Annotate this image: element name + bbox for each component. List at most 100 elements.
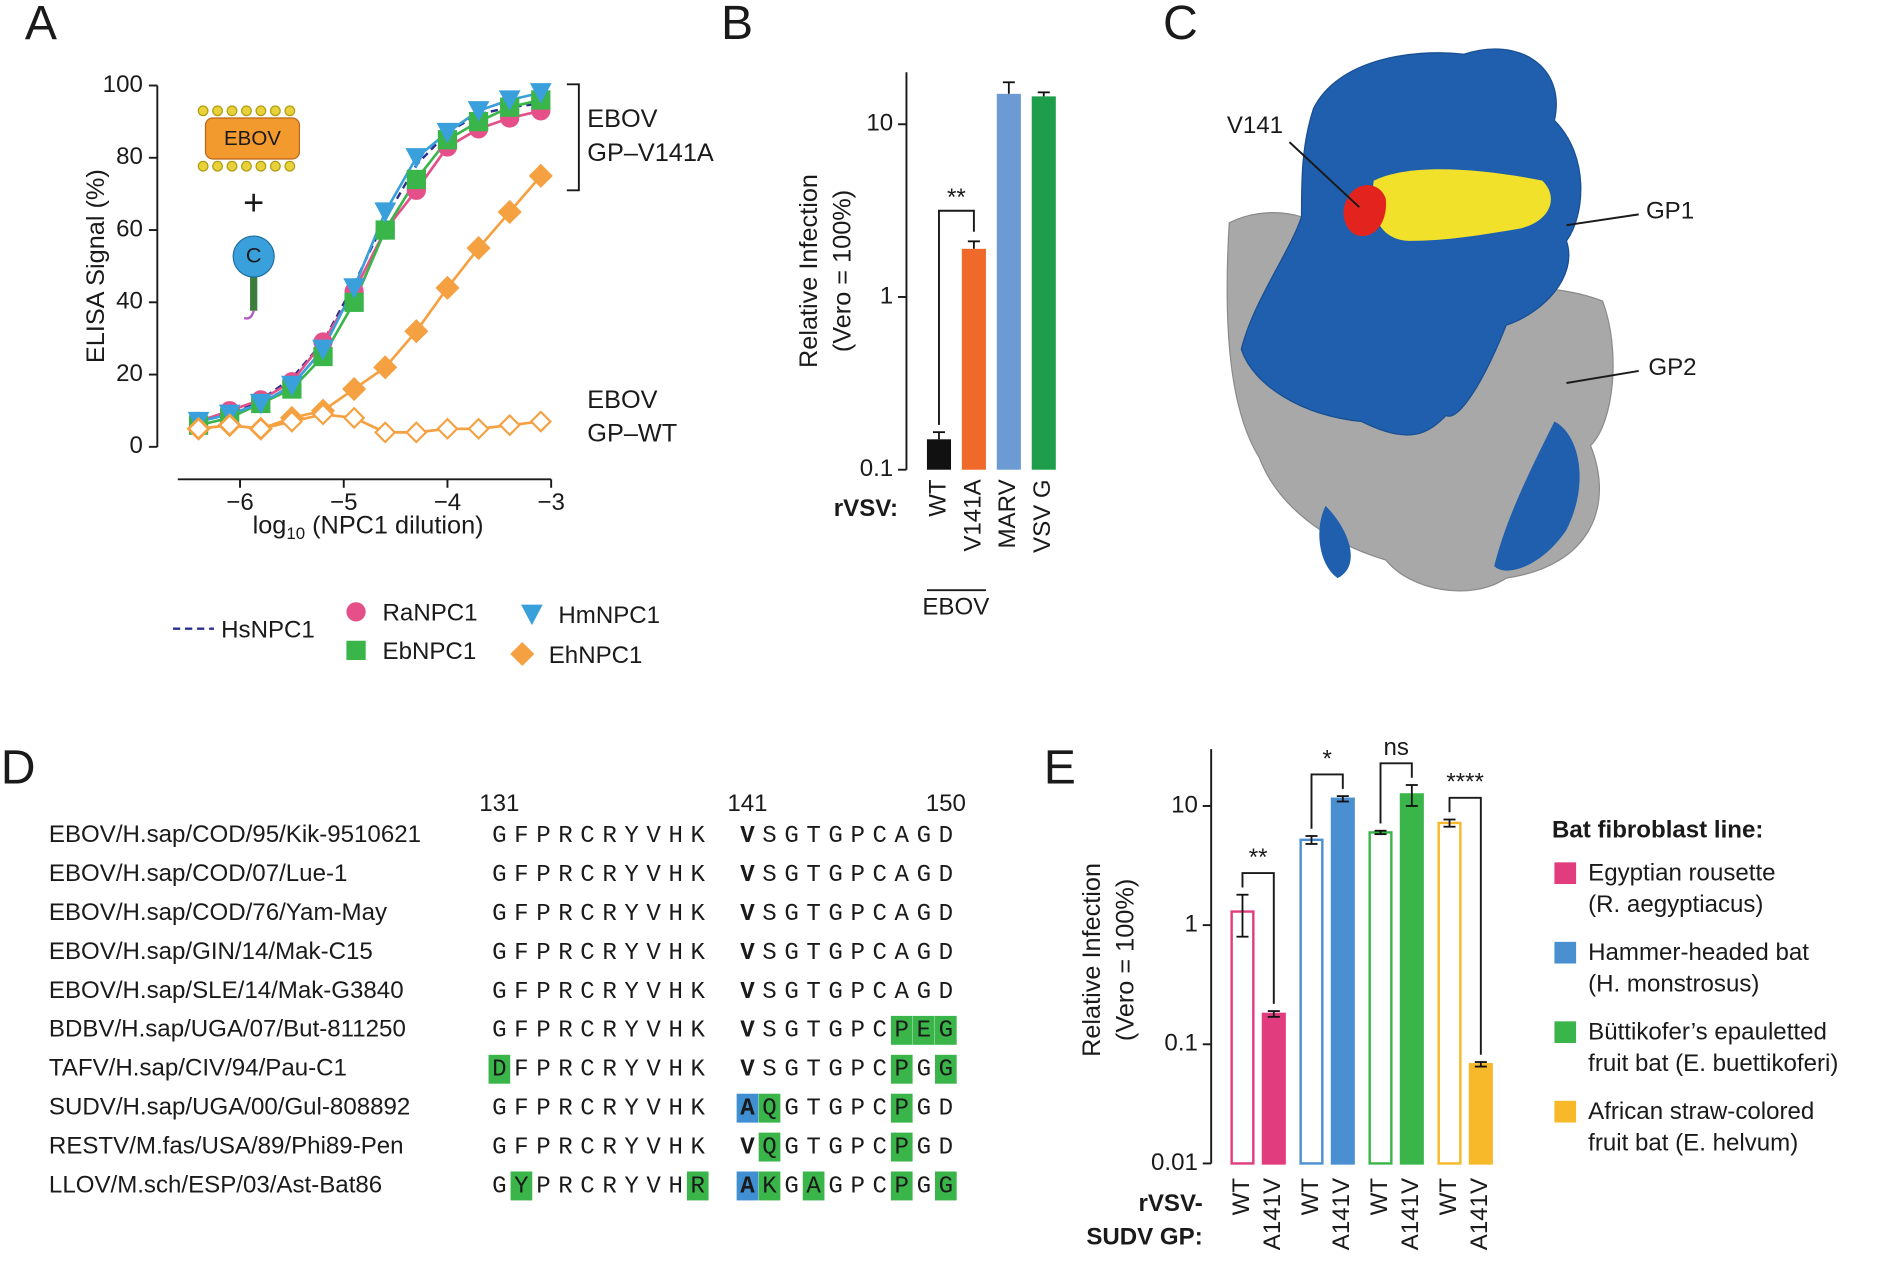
bar — [926, 439, 952, 470]
residue: G — [784, 1096, 798, 1123]
residue: S — [762, 901, 776, 928]
residue: A — [895, 901, 910, 928]
residue: G — [828, 862, 842, 889]
residue: A — [895, 940, 910, 967]
residue: G — [492, 1018, 506, 1045]
residue: P — [536, 862, 550, 889]
point — [405, 148, 428, 169]
residue: E — [917, 1018, 931, 1045]
structure-label: GP1 — [1646, 197, 1694, 224]
residue: F — [514, 901, 528, 928]
residue: G — [917, 1057, 931, 1084]
y-tick-label: 40 — [116, 288, 143, 315]
point — [529, 83, 552, 104]
legend-swatch — [346, 640, 366, 661]
residue: P — [536, 1173, 550, 1200]
point — [466, 236, 491, 261]
residue: F — [514, 1134, 528, 1161]
sequence-name: EBOV/H.sap/GIN/14/Mak-C15 — [49, 938, 373, 965]
residue: G — [492, 823, 506, 850]
residue: R — [602, 979, 616, 1006]
bar — [996, 93, 1021, 470]
residue: Y — [624, 1134, 639, 1161]
x-label-text: (NPC1 dilution) — [305, 511, 483, 539]
residue: H — [668, 901, 682, 928]
residue: A — [740, 1173, 755, 1200]
structure-label: V141 — [1227, 112, 1283, 139]
residue: G — [492, 940, 506, 967]
legend-label: Egyptian rousette — [1588, 860, 1775, 887]
point — [529, 410, 552, 433]
residue: C — [580, 1057, 594, 1084]
bar — [1299, 838, 1324, 1165]
residue: C — [580, 1096, 594, 1123]
residue: F — [514, 823, 528, 850]
residue: G — [828, 1134, 842, 1161]
panel-label: D — [1, 741, 36, 795]
residue: V — [646, 1134, 661, 1161]
residue: Y — [624, 1173, 639, 1200]
point — [342, 376, 367, 402]
residue: T — [806, 862, 820, 889]
residue: P — [895, 1173, 909, 1200]
residue-highlight — [802, 1171, 825, 1201]
residue-highlight — [890, 1093, 913, 1123]
residue: P — [850, 862, 864, 889]
point — [528, 163, 553, 188]
y-tick-label: 1 — [880, 282, 893, 309]
residue: G — [828, 823, 842, 850]
residue: P — [536, 979, 550, 1006]
inset-label: + — [243, 181, 264, 222]
annotation: GP–WT — [587, 419, 677, 447]
x-axis-label: rVSV: — [834, 495, 898, 522]
residue: V — [646, 940, 661, 967]
residue: C — [872, 979, 886, 1006]
bar — [1031, 96, 1056, 470]
legend-label: fruit bat (E. buettikoferi) — [1588, 1050, 1838, 1077]
residue: R — [602, 1134, 616, 1161]
point — [467, 417, 490, 440]
residue-highlight — [890, 1171, 913, 1201]
sequence-name: TAFV/H.sap/CIV/94/Pau-C1 — [49, 1055, 347, 1082]
significance-bracket — [1448, 796, 1482, 1055]
residue: D — [939, 901, 953, 928]
point — [344, 292, 364, 312]
position-label: 131 — [479, 790, 519, 817]
residue: H — [668, 1057, 682, 1084]
residue: F — [514, 862, 528, 889]
point — [342, 406, 366, 430]
residue: V — [740, 823, 755, 850]
residue: K — [691, 1134, 706, 1161]
residue: S — [762, 1018, 776, 1045]
residue: G — [917, 1096, 931, 1123]
legend-label: RaNPC1 — [383, 600, 478, 627]
residue: C — [580, 979, 594, 1006]
residue: G — [917, 862, 931, 889]
y-axis-label: (Vero = 100%) — [829, 190, 857, 352]
residue: V — [740, 1018, 755, 1045]
residue: G — [828, 1173, 842, 1200]
residue: P — [536, 1018, 550, 1045]
residue-highlight — [935, 1015, 957, 1045]
x-tick-label: VSV G — [1029, 479, 1056, 553]
residue: R — [558, 1173, 572, 1200]
residue: D — [939, 1134, 953, 1161]
residue: C — [872, 940, 886, 967]
x-tick-label: A141V — [1466, 1178, 1493, 1250]
residue: V — [646, 1018, 661, 1045]
residue: P — [850, 1018, 864, 1045]
residue: R — [558, 940, 572, 967]
residue: T — [806, 1018, 820, 1045]
residue: S — [762, 979, 776, 1006]
residue: P — [536, 1134, 550, 1161]
x-tick-label: WT — [1228, 1178, 1255, 1216]
residue: G — [492, 901, 506, 928]
y-tick-label: 0.01 — [1151, 1149, 1198, 1176]
residue: G — [939, 1018, 953, 1045]
point — [435, 275, 460, 300]
residue: P — [536, 1057, 550, 1084]
x-tick-label: WT — [1435, 1178, 1462, 1216]
residue: G — [917, 823, 931, 850]
residue: K — [691, 901, 706, 928]
bar — [1437, 821, 1462, 1165]
